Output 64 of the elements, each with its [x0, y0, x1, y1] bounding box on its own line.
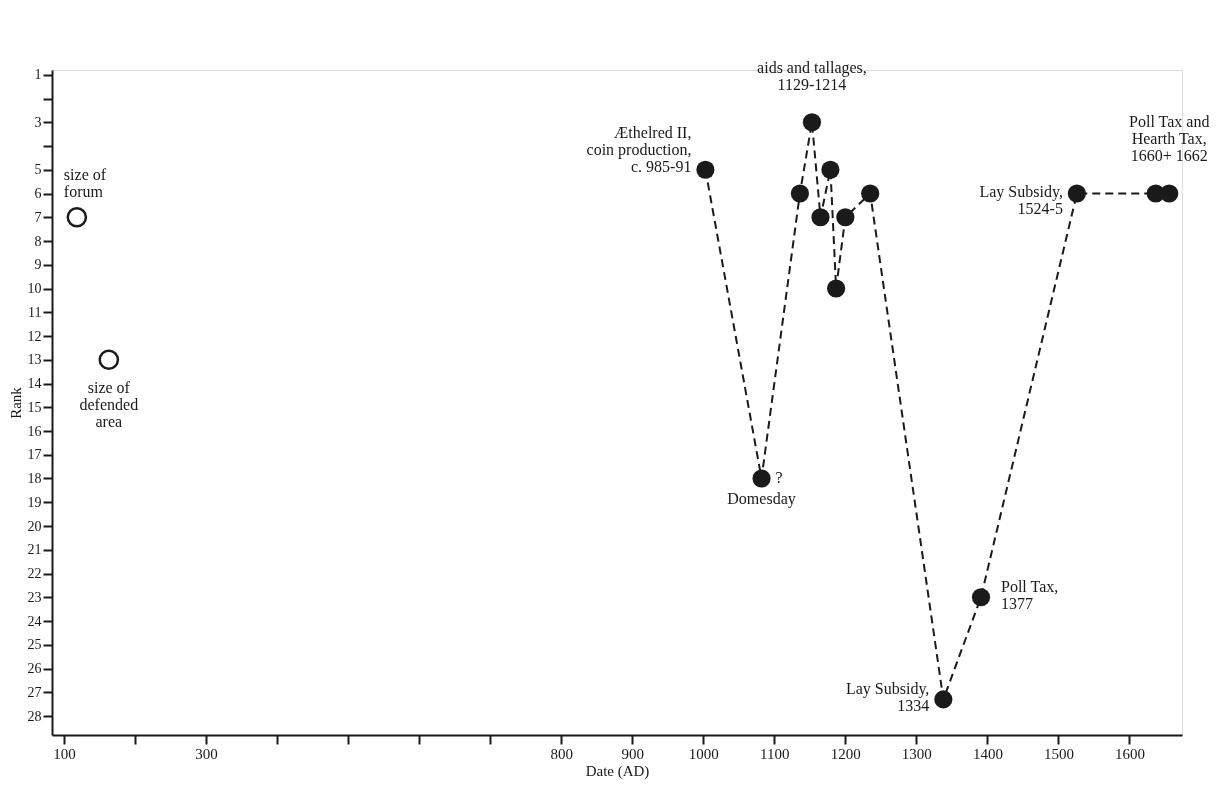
x-tick-label: 900: [621, 745, 645, 762]
x-tick-label: 800: [550, 745, 573, 762]
x-tick-label: 1100: [760, 745, 790, 762]
x-tick-label: 300: [195, 745, 218, 762]
y-tick-label: 14: [27, 376, 42, 391]
y-tick-label: 25: [27, 637, 42, 653]
y-tick-label: 17: [27, 447, 42, 463]
annotation: Lay Subsidy, 1334: [845, 680, 930, 715]
annotation: Lay Subsidy, 1524-5: [979, 182, 1063, 217]
y-tick-label: 18: [27, 471, 42, 486]
y-tick-label: 26: [27, 661, 42, 676]
y-tick-label: 24: [27, 613, 42, 629]
x-tick-label: 1000: [688, 745, 719, 762]
y-tick-label: 28: [27, 708, 42, 724]
x-tick-label: 1600: [1114, 745, 1145, 762]
point: [861, 184, 880, 203]
y-tick-label: 8: [34, 233, 42, 249]
x-tick-label: 1500: [1043, 745, 1074, 762]
y-tick-label: 23: [27, 589, 42, 605]
y-tick-label: 20: [27, 518, 42, 534]
y-tick-label: 19: [27, 494, 42, 510]
y-tick-label: 27: [27, 684, 42, 700]
y-tick-label: 12: [27, 328, 42, 344]
y-tick-label: 21: [27, 542, 42, 558]
point: [811, 208, 830, 227]
y-tick-label: 16: [27, 423, 42, 439]
y-tick-label: 22: [27, 566, 42, 581]
annotation: size of defended area: [79, 378, 139, 430]
point: [836, 208, 855, 227]
annotation: size of forum: [63, 166, 107, 201]
point: [66, 206, 88, 228]
annotation: Poll Tax, 1377: [1001, 578, 1059, 613]
annotation: aids and tallages, 1129-1214: [757, 59, 867, 94]
point: [98, 349, 120, 371]
point: [934, 690, 953, 709]
annotation: Domesday: [727, 489, 796, 508]
point: [1067, 184, 1086, 203]
point: [802, 113, 822, 132]
point: [790, 184, 809, 203]
point: [752, 469, 771, 488]
annotation: Æthelred II, coin production, c. 985-91: [586, 123, 692, 175]
y-axis-title: Rank: [7, 386, 24, 419]
annotation: ?: [775, 468, 783, 486]
y-tick-label: 7: [34, 209, 42, 225]
point: [827, 279, 846, 298]
point: [971, 588, 991, 607]
x-tick-label: 100: [53, 745, 76, 762]
y-tick-label: 9: [34, 257, 42, 273]
y-tick-label: 13: [27, 352, 42, 368]
x-axis-title: Date (AD): [585, 762, 650, 780]
point: [1160, 184, 1179, 203]
y-tick-label: 11: [28, 304, 42, 320]
y-tick-label: 10: [27, 281, 42, 296]
x-tick-label: 1300: [901, 745, 932, 762]
annotation: Poll Tax and Hearth Tax, 1660+ 1662: [1129, 112, 1210, 164]
x-tick-label: 1400: [972, 745, 1003, 762]
y-tick-label: 3: [34, 114, 42, 130]
y-tick-label: 5: [34, 162, 42, 178]
y-tick-label: 6: [34, 186, 42, 201]
x-tick-label: 1200: [830, 745, 861, 762]
y-tick-label: 15: [27, 399, 42, 415]
point: [696, 160, 715, 179]
y-tick-label: 1: [34, 67, 42, 83]
point: [821, 160, 840, 179]
